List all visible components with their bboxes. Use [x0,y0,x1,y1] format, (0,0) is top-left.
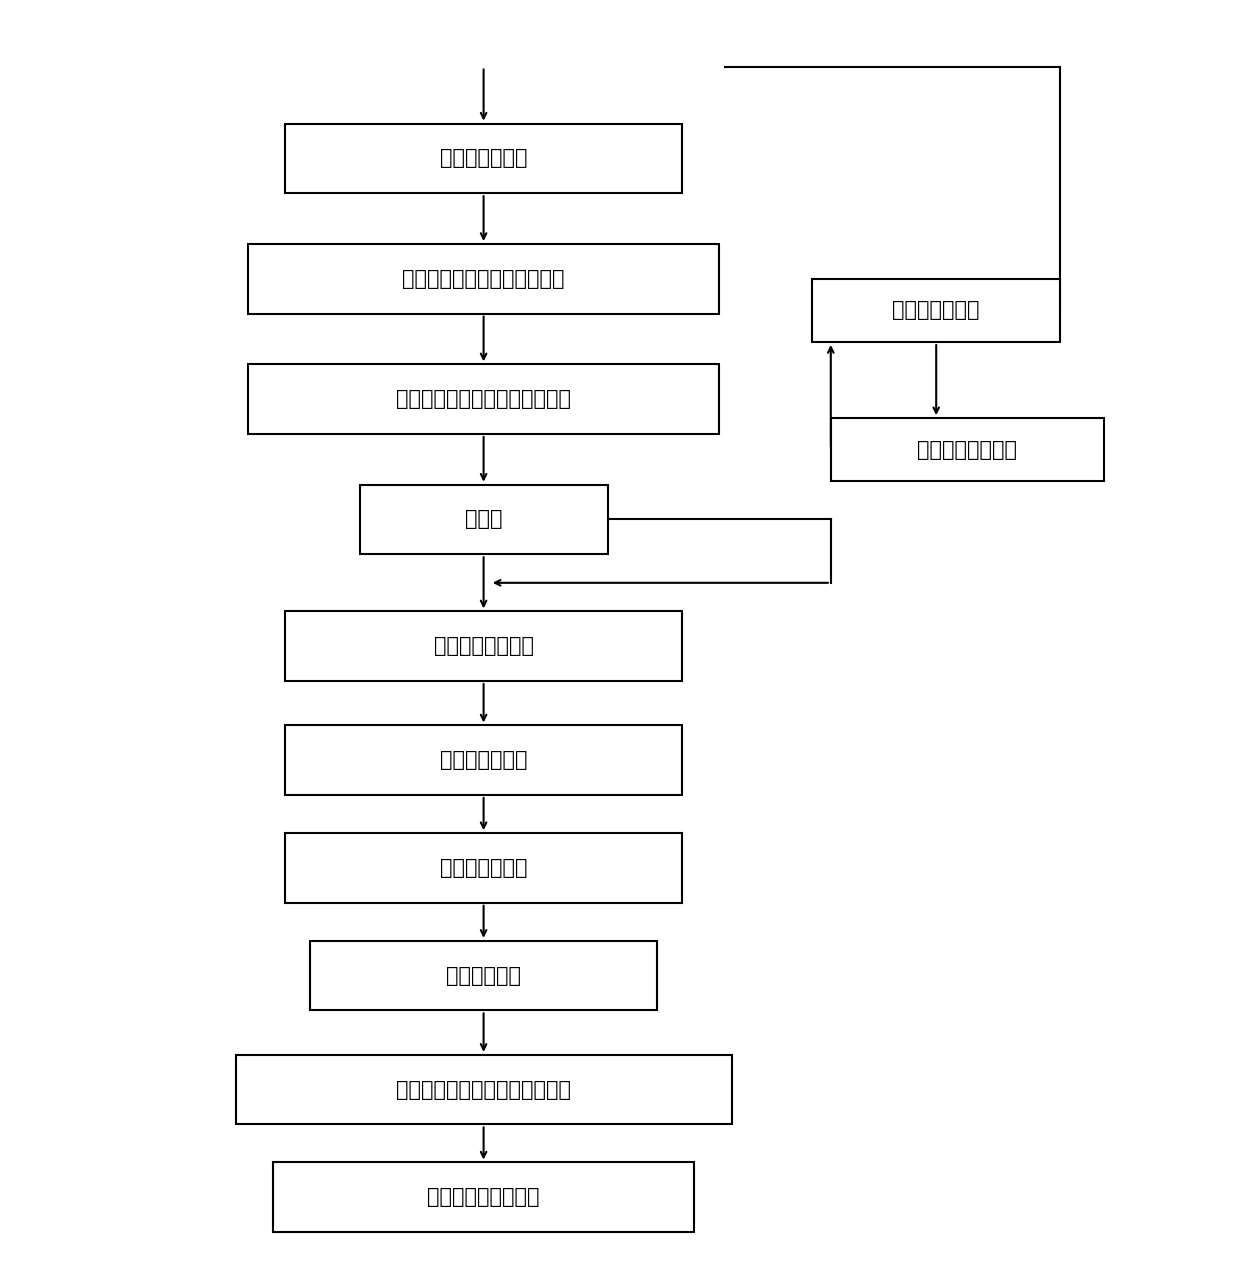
Bar [273,1163,694,1232]
Bar [285,725,682,796]
Bar [236,1054,732,1125]
Text: 施工剪力墙钉筋: 施工剪力墙钉筋 [440,750,527,770]
Text: 土方开挖、修坡: 土方开挖、修坡 [440,148,527,169]
Bar [285,834,682,902]
Text: 到达底部施工标高: 到达底部施工标高 [918,440,1017,460]
Bar [812,279,1060,342]
Text: 安装钉筋模梁、紧固钉筋拉紧器: 安装钉筋模梁、紧固钉筋拉紧器 [396,1079,572,1100]
Bar [831,418,1104,481]
Text: 组装剪力墙模板: 组装剪力墙模板 [440,858,527,878]
Bar [360,484,608,555]
Text: 护坡土钉定位、施工护坡土钉: 护坡土钉定位、施工护坡土钉 [402,269,565,289]
Text: 安装木斟竞楞: 安装木斟竞楞 [446,965,521,986]
Text: 校正垂直度、模板度: 校正垂直度、模板度 [428,1187,539,1207]
Bar [248,364,719,433]
Text: 砌初器: 砌初器 [465,509,502,530]
Text: 铺设钉筋网片、焺接固定加强筋: 铺设钉筋网片、焺接固定加强筋 [396,389,572,409]
Text: 嘴射砌至设计厚度: 嘴射砌至设计厚度 [434,636,533,656]
Bar [310,940,657,1011]
Text: 是否到底部标高: 是否到底部标高 [893,300,980,321]
Bar [285,123,682,193]
Bar [248,243,719,313]
Bar [285,612,682,682]
